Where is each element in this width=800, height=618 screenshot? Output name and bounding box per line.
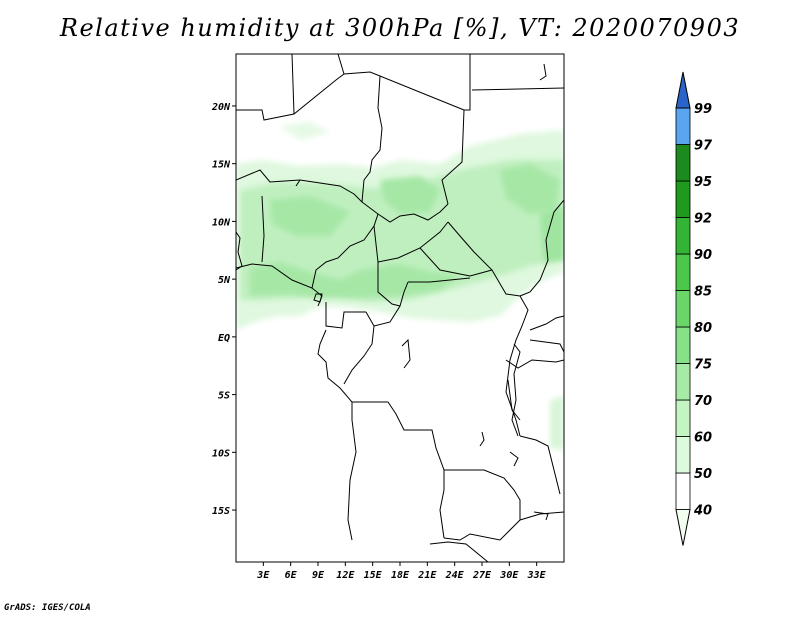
lon-tick-label: 12E <box>336 570 355 581</box>
lon-tick-label: 27E <box>472 570 492 581</box>
colorbar-label: 92 <box>694 212 712 227</box>
humidity-band-moist-4 <box>500 164 560 214</box>
colorbar-segment <box>675 326 691 364</box>
country-borders <box>236 54 564 562</box>
lat-tick-label: EQ <box>218 333 230 344</box>
colorbar-segment <box>675 217 691 255</box>
humidity-band-moist-2 <box>270 196 350 236</box>
colorbar-label: 90 <box>694 248 712 263</box>
humidity-band-moist-5 <box>540 206 564 262</box>
colorbar-segment <box>675 363 691 401</box>
colorbar-label: 40 <box>693 504 712 519</box>
lat-tick-label: 10S <box>212 448 230 459</box>
colorbar-label: 60 <box>694 431 712 446</box>
humidity-patch-south <box>550 396 564 450</box>
colorbar-segment <box>675 436 691 474</box>
lat-tick-label: 10N <box>212 217 231 228</box>
humidity-band-moist <box>250 262 460 298</box>
lon-tick-label: 18E <box>391 570 410 581</box>
lon-tick-label: 30E <box>499 570 519 581</box>
colorbar-label: 95 <box>694 175 712 190</box>
lat-tick-label: 20N <box>211 102 231 113</box>
humidity-patch-north <box>280 122 330 140</box>
colorbar-segment <box>675 107 691 145</box>
axis-ticks: 3E 6E 9E 12E 15E 18E 21E 24E 27E 30E 33E 20N 15N 10N 5… <box>211 102 547 581</box>
humidity-shading <box>236 122 564 450</box>
colorbar-segment <box>675 290 691 328</box>
colorbar-label: 85 <box>694 285 712 300</box>
colorbar-label: 97 <box>694 139 713 154</box>
lon-tick-label: 21E <box>417 570 437 581</box>
colorbar-label: 70 <box>694 394 712 409</box>
colorbar-label: 75 <box>694 358 712 373</box>
colorbar-label: 50 <box>694 467 712 482</box>
colorbar: 40 50 60 70 75 80 85 90 92 95 97 99 <box>675 71 713 546</box>
lon-tick-label: 9E <box>312 570 325 581</box>
lon-tick-label: 33E <box>527 570 547 581</box>
colorbar-segment <box>675 180 691 218</box>
lon-tick-label: 6E <box>285 570 298 581</box>
lat-tick-label: 5N <box>218 275 231 286</box>
lat-tick-label: 15S <box>212 506 230 517</box>
chart-title: Relative humidity at 300hPa [%], VT: 202… <box>59 14 741 42</box>
colorbar-segment <box>675 472 691 510</box>
colorbar-segment <box>675 144 691 182</box>
lat-tick-label: 5S <box>218 391 230 402</box>
colorbar-min-arrow <box>675 509 691 546</box>
colorbar-segment <box>675 399 691 437</box>
colorbar-segment <box>675 253 691 291</box>
grads-credit: GrADS: IGES/COLA <box>4 603 91 613</box>
lon-tick-label: 15E <box>364 570 383 581</box>
colorbar-max-arrow <box>675 71 691 109</box>
lon-tick-label: 24E <box>445 570 465 581</box>
colorbar-label: 99 <box>694 102 712 117</box>
lat-tick-label: 15N <box>212 160 231 171</box>
lon-tick-label: 3E <box>256 570 270 581</box>
humidity-band-moist-3 <box>380 176 440 214</box>
colorbar-label: 80 <box>694 321 712 336</box>
